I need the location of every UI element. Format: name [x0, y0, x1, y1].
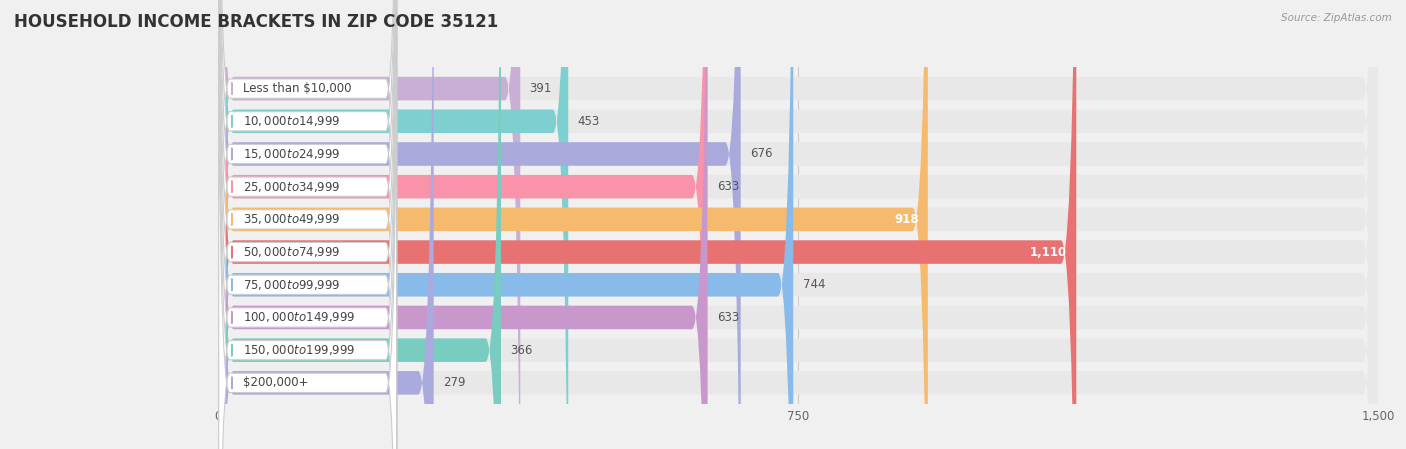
FancyBboxPatch shape — [218, 0, 1378, 449]
Text: $200,000+: $200,000+ — [243, 376, 308, 389]
Text: 918: 918 — [894, 213, 918, 226]
FancyBboxPatch shape — [218, 0, 707, 449]
Text: $75,000 to $99,999: $75,000 to $99,999 — [243, 278, 340, 292]
FancyBboxPatch shape — [219, 0, 396, 449]
FancyBboxPatch shape — [218, 0, 501, 449]
Text: 366: 366 — [510, 343, 533, 357]
FancyBboxPatch shape — [218, 0, 793, 449]
FancyBboxPatch shape — [218, 0, 433, 449]
FancyBboxPatch shape — [218, 0, 568, 449]
Text: $25,000 to $34,999: $25,000 to $34,999 — [243, 180, 340, 194]
FancyBboxPatch shape — [218, 0, 520, 449]
FancyBboxPatch shape — [219, 0, 396, 449]
Text: 676: 676 — [749, 147, 772, 160]
Text: 391: 391 — [530, 82, 553, 95]
Text: $50,000 to $74,999: $50,000 to $74,999 — [243, 245, 340, 259]
Text: $35,000 to $49,999: $35,000 to $49,999 — [243, 212, 340, 226]
FancyBboxPatch shape — [218, 0, 1378, 449]
FancyBboxPatch shape — [219, 0, 396, 449]
FancyBboxPatch shape — [218, 0, 1378, 449]
FancyBboxPatch shape — [219, 0, 396, 449]
FancyBboxPatch shape — [218, 0, 1378, 449]
FancyBboxPatch shape — [218, 0, 1077, 449]
Text: Less than $10,000: Less than $10,000 — [243, 82, 352, 95]
FancyBboxPatch shape — [218, 0, 1378, 449]
FancyBboxPatch shape — [219, 0, 396, 449]
FancyBboxPatch shape — [219, 0, 396, 449]
FancyBboxPatch shape — [218, 0, 1378, 449]
Text: $15,000 to $24,999: $15,000 to $24,999 — [243, 147, 340, 161]
Text: 633: 633 — [717, 311, 740, 324]
FancyBboxPatch shape — [218, 0, 1378, 449]
Text: 1,110: 1,110 — [1029, 246, 1067, 259]
FancyBboxPatch shape — [219, 0, 396, 449]
Text: 744: 744 — [803, 278, 825, 291]
FancyBboxPatch shape — [219, 0, 396, 449]
Text: 633: 633 — [717, 180, 740, 193]
FancyBboxPatch shape — [218, 0, 741, 449]
Text: $10,000 to $14,999: $10,000 to $14,999 — [243, 114, 340, 128]
FancyBboxPatch shape — [219, 0, 396, 449]
Text: $100,000 to $149,999: $100,000 to $149,999 — [243, 310, 356, 325]
Text: 453: 453 — [578, 115, 600, 128]
FancyBboxPatch shape — [218, 0, 928, 449]
Text: HOUSEHOLD INCOME BRACKETS IN ZIP CODE 35121: HOUSEHOLD INCOME BRACKETS IN ZIP CODE 35… — [14, 13, 498, 31]
Text: 279: 279 — [443, 376, 465, 389]
FancyBboxPatch shape — [219, 0, 396, 449]
FancyBboxPatch shape — [218, 0, 1378, 449]
FancyBboxPatch shape — [218, 0, 707, 449]
FancyBboxPatch shape — [218, 0, 1378, 449]
Text: $150,000 to $199,999: $150,000 to $199,999 — [243, 343, 356, 357]
FancyBboxPatch shape — [218, 0, 1378, 449]
Text: Source: ZipAtlas.com: Source: ZipAtlas.com — [1281, 13, 1392, 23]
